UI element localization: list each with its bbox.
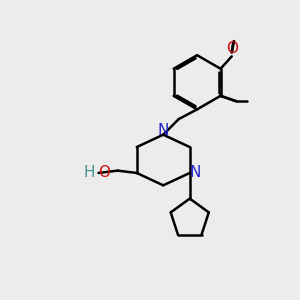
Text: N: N xyxy=(158,123,169,138)
Text: N: N xyxy=(189,166,201,181)
Text: H: H xyxy=(83,165,95,180)
Text: O: O xyxy=(226,41,238,56)
Text: O: O xyxy=(98,165,110,180)
